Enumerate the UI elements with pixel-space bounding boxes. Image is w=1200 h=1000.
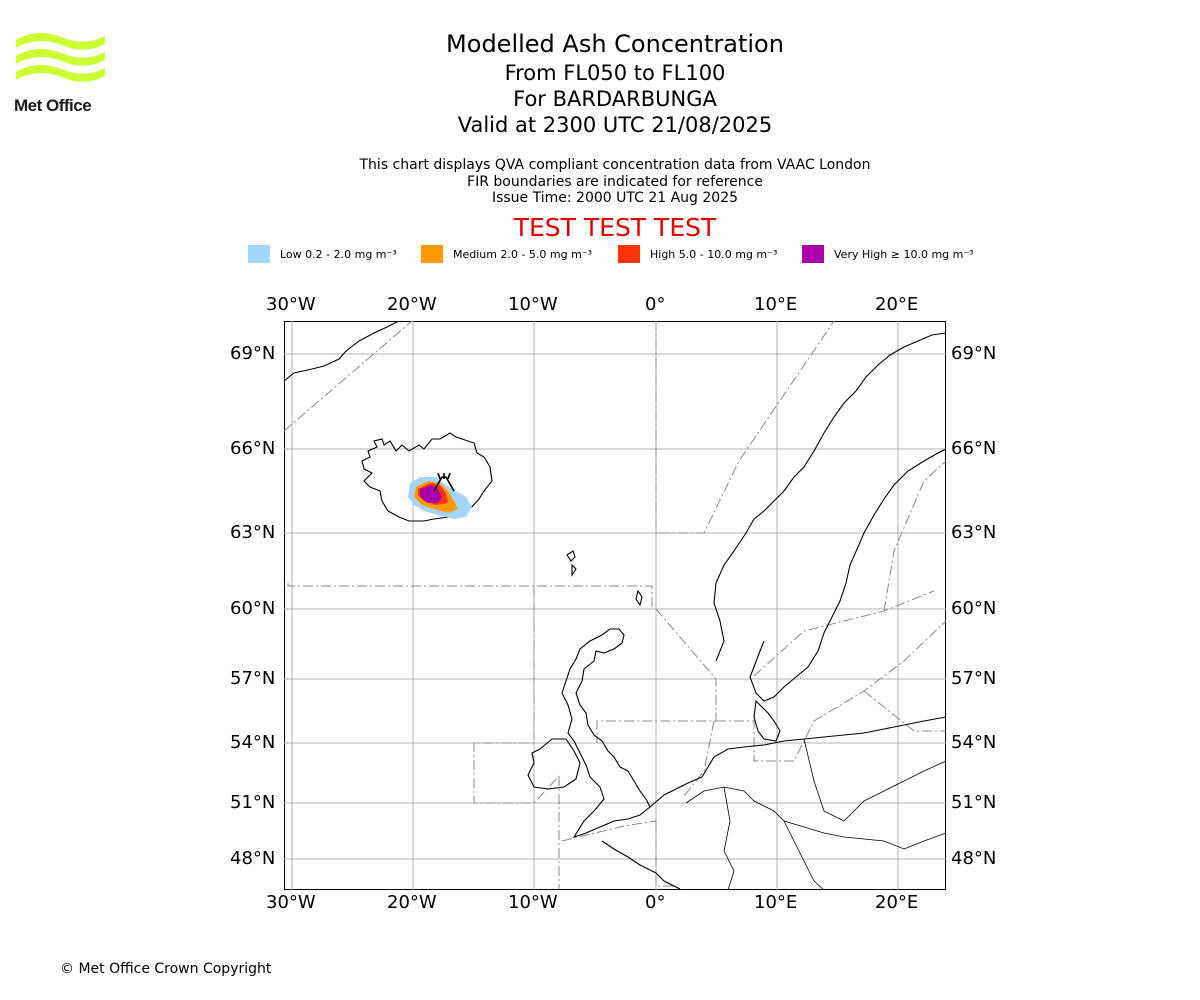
lat-label-right-66n: 66°N <box>951 438 997 459</box>
lon-label-bottom-20e: 20°E <box>875 892 919 913</box>
volcano-icon <box>433 472 455 492</box>
lon-label-top-0: 0° <box>645 294 666 315</box>
lon-label-top-10e: 10°E <box>754 294 798 315</box>
ash-map[interactable] <box>284 321 946 890</box>
title-line-3: For BARDARBUNGA <box>513 87 717 111</box>
title-line-1: Modelled Ash Concentration <box>446 30 784 58</box>
legend-swatch-low <box>248 245 270 263</box>
lat-label-left-57n: 57°N <box>230 668 276 689</box>
legend-item-low: Low 0.2 - 2.0 mg m⁻³ <box>248 244 397 264</box>
lat-label-right-51n: 51°N <box>951 792 997 813</box>
lat-label-left-66n: 66°N <box>230 438 276 459</box>
lat-label-left-54n: 54°N <box>230 732 276 753</box>
lat-label-right-57n: 57°N <box>951 668 997 689</box>
chart-description: This chart displays QVA compliant concen… <box>300 157 930 207</box>
lat-label-left-60n: 60°N <box>230 598 276 619</box>
legend-swatch-high <box>618 245 640 263</box>
lat-label-left-69n: 69°N <box>230 343 276 364</box>
lat-label-right-54n: 54°N <box>951 732 997 753</box>
lat-label-right-60n: 60°N <box>951 598 997 619</box>
test-banner: TEST TEST TEST <box>513 213 717 242</box>
lat-label-right-69n: 69°N <box>951 343 997 364</box>
legend-label-medium: Medium 2.0 - 5.0 mg m⁻³ <box>453 247 593 261</box>
lat-label-left-48n: 48°N <box>230 848 276 869</box>
copyright-footer: © Met Office Crown Copyright <box>60 961 272 977</box>
lat-label-left-63n: 63°N <box>230 522 276 543</box>
legend-label-low: Low 0.2 - 2.0 mg m⁻³ <box>280 247 397 261</box>
met-office-logo: Met Office <box>14 30 109 115</box>
fir-boundaries <box>284 321 946 889</box>
chart-title: Modelled Ash Concentration From FL050 to… <box>300 28 930 138</box>
lon-label-top-20e: 20°E <box>875 294 919 315</box>
wave-logo-icon <box>16 33 105 82</box>
legend-item-very-high: Very High ≥ 10.0 mg m⁻³ <box>802 244 974 264</box>
legend-item-high: High 5.0 - 10.0 mg m⁻³ <box>618 244 777 264</box>
lon-label-bottom-20w: 20°W <box>387 892 437 913</box>
info-line-1: This chart displays QVA compliant concen… <box>359 157 871 173</box>
ash-very-high <box>420 485 442 503</box>
lon-label-top-20w: 20°W <box>387 294 437 315</box>
ash-plume <box>408 477 472 519</box>
lon-label-bottom-30w: 30°W <box>266 892 316 913</box>
legend-label-high: High 5.0 - 10.0 mg m⁻³ <box>650 247 778 261</box>
lon-label-bottom-10e: 10°E <box>754 892 798 913</box>
legend-swatch-very-high <box>802 245 824 263</box>
logo-text: Met Office <box>14 96 92 115</box>
info-line-2: FIR boundaries are indicated for referen… <box>467 173 763 190</box>
lon-label-bottom-0: 0° <box>645 892 666 913</box>
coastlines <box>284 321 946 890</box>
title-line-4: Valid at 2300 UTC 21/08/2025 <box>457 113 773 137</box>
legend-swatch-medium <box>421 245 443 263</box>
lat-label-right-63n: 63°N <box>951 522 997 543</box>
lon-label-top-30w: 30°W <box>266 294 316 315</box>
lon-label-top-10w: 10°W <box>508 294 558 315</box>
lat-label-right-48n: 48°N <box>951 848 997 869</box>
lat-label-left-51n: 51°N <box>230 792 276 813</box>
info-line-3: Issue Time: 2000 UTC 21 Aug 2025 <box>491 190 739 206</box>
lon-label-bottom-10w: 10°W <box>508 892 558 913</box>
legend-item-medium: Medium 2.0 - 5.0 mg m⁻³ <box>421 244 592 264</box>
title-line-2: From FL050 to FL100 <box>504 61 726 85</box>
legend-label-very-high: Very High ≥ 10.0 mg m⁻³ <box>834 247 974 261</box>
